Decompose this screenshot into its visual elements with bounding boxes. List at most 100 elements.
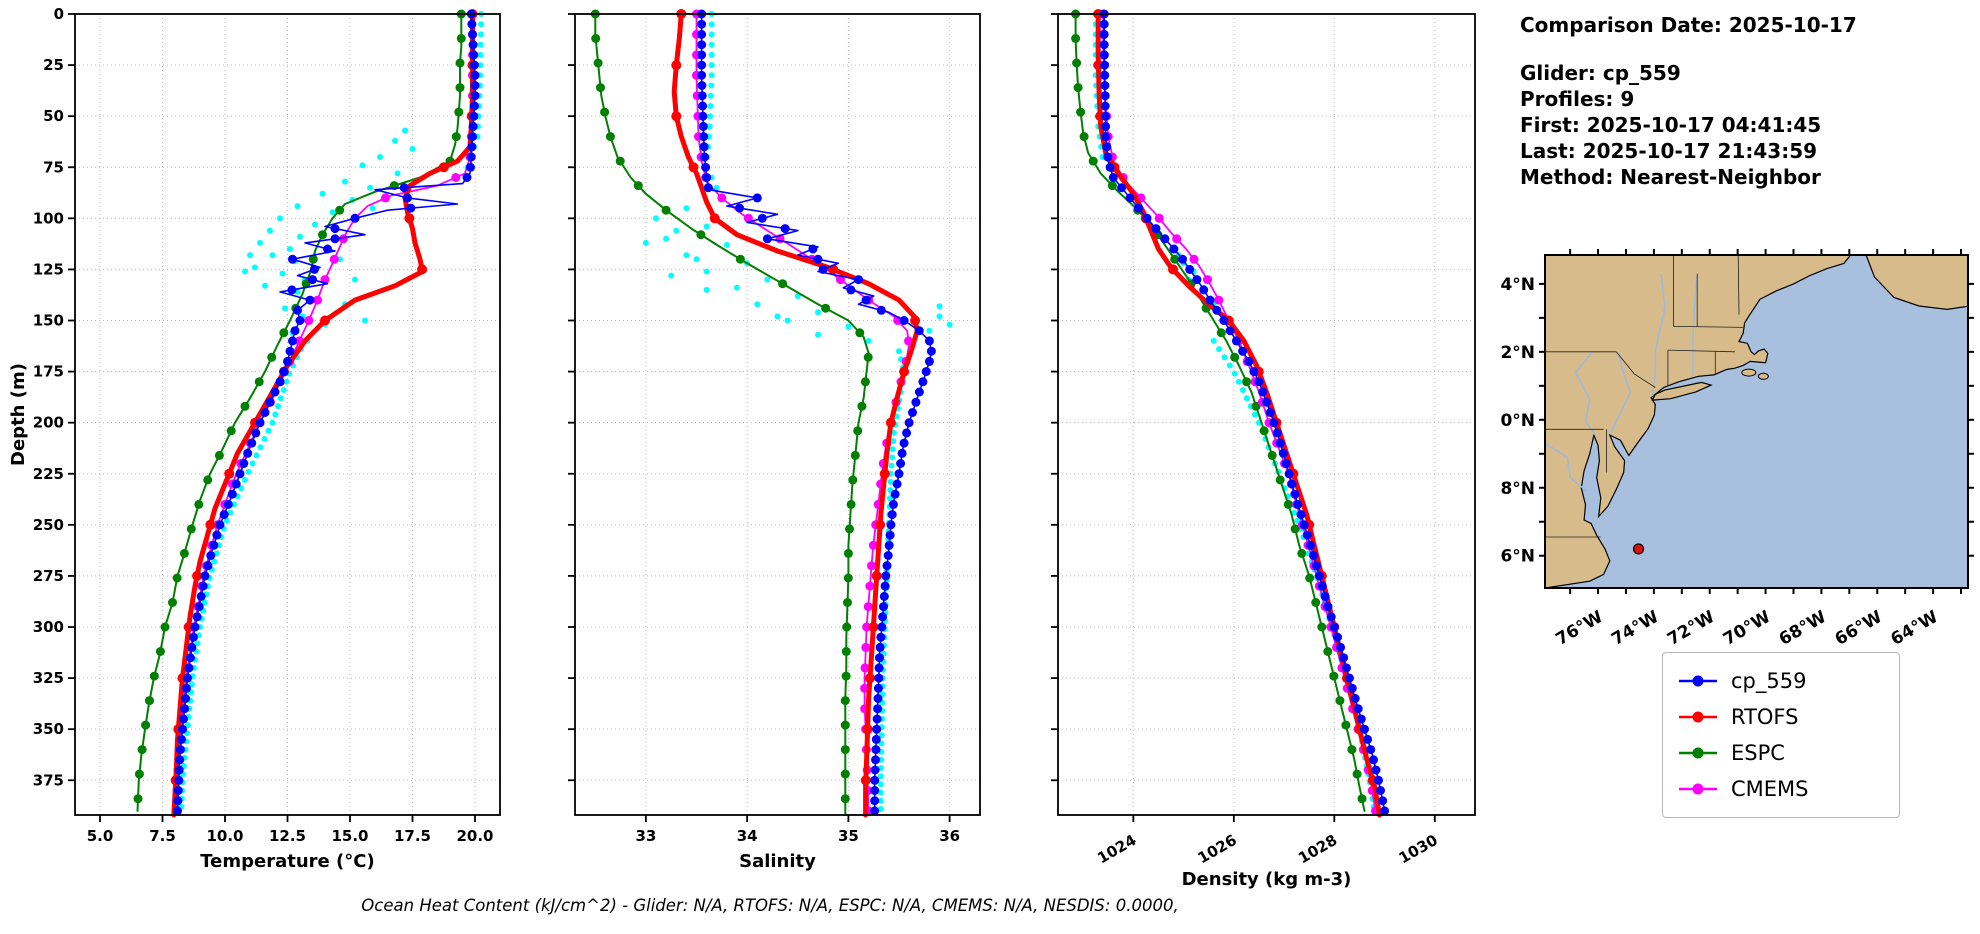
svg-text:38°N: 38°N: [1500, 479, 1535, 499]
glider-name-text: Glider: cp_559: [1520, 61, 1681, 85]
x-axis-label-density: Density (kg m-3): [1182, 869, 1352, 890]
river: [1651, 273, 1666, 397]
legend-item-CMEMS: CMEMS: [1677, 771, 1885, 807]
state-border: [1737, 255, 1740, 315]
series-temperature-RTOFS: [170, 9, 478, 818]
info-gap: [1520, 38, 1970, 60]
svg-text:225: 225: [33, 465, 64, 483]
chart-temperature: 5.0 7.5 10.0 12.5 15.0 17.5 20.0 0 25 50 75 100 125 1…: [33, 5, 501, 872]
y-axis-label-depth: Depth (m): [8, 363, 29, 466]
legend-item-RTOFS: RTOFS: [1677, 699, 1885, 735]
svg-text:1024: 1024: [1094, 831, 1139, 867]
river: [1545, 442, 1588, 492]
svg-text:10.0: 10.0: [206, 827, 243, 845]
svg-text:325: 325: [33, 669, 64, 687]
legend-label: RTOFS: [1731, 705, 1799, 729]
svg-text:350: 350: [33, 720, 64, 738]
svg-text:20.0: 20.0: [456, 827, 493, 845]
legend-marker-ESPC: [1679, 747, 1717, 759]
grid-temperature: [75, 13, 500, 815]
legend-label: CMEMS: [1731, 777, 1809, 801]
info-panel: Comparison Date: 2025-10-17 Glider: cp_5…: [1520, 12, 1970, 190]
river: [1574, 351, 1596, 436]
state-border: [1673, 326, 1744, 328]
legend-marker-CMEMS: [1679, 783, 1717, 795]
svg-text:36: 36: [939, 827, 960, 845]
svg-text:7.5: 7.5: [149, 827, 176, 845]
legend-item-ESPC: ESPC: [1677, 735, 1885, 771]
svg-text:40°N: 40°N: [1500, 411, 1535, 431]
grid-salinity: [575, 13, 980, 815]
profiles-count-text: Profiles: 9: [1520, 87, 1635, 111]
last-time-text: Last: 2025-10-17 21:43:59: [1520, 139, 1818, 163]
map-frame: [1544, 254, 1969, 589]
x-axis-label-temperature: Temperature (°C): [200, 851, 374, 872]
map-svg: 36°N 38°N 40°N 42°N 44°N 76°W74°W72°W70°W68°W…: [1489, 249, 1974, 650]
svg-text:100: 100: [33, 209, 64, 227]
series-salinity-ESPC: [590, 9, 873, 816]
svg-text:1030: 1030: [1396, 831, 1441, 867]
svg-text:275: 275: [33, 567, 64, 585]
first-time-text: First: 2025-10-17 04:41:45: [1520, 113, 1822, 137]
svg-text:150: 150: [33, 312, 64, 330]
series-density-ESPC: [1071, 9, 1367, 812]
legend: cp_559 RTOFS ESPC CMEMS: [1662, 652, 1900, 818]
svg-text:36°N: 36°N: [1500, 547, 1535, 567]
svg-text:75: 75: [43, 158, 64, 176]
series-salinity-cp_559: [697, 9, 936, 816]
svg-text:175: 175: [33, 363, 64, 381]
land-mainland: [1545, 255, 1852, 588]
svg-text:70°W: 70°W: [1720, 607, 1774, 650]
map-inset: 36°N 38°N 40°N 42°N 44°N 76°W74°W72°W70°W68°W…: [1489, 245, 1980, 665]
svg-text:66°W: 66°W: [1832, 607, 1886, 650]
island: [1741, 368, 1757, 377]
series-temperature-cp_559: [173, 9, 480, 816]
svg-text:5.0: 5.0: [87, 827, 114, 845]
series-temperature-glider-scatter-cloud: [242, 127, 416, 344]
y-ticks-temperature: 0 25 50 75 100 125 150 175 200 225 250 275 300 325 350…: [33, 5, 75, 789]
comparison-date-text: Comparison Date: 2025-10-17: [1520, 13, 1857, 37]
glider-position-marker: [1632, 543, 1645, 555]
svg-text:44°N: 44°N: [1500, 275, 1535, 295]
legend-marker-RTOFS: [1679, 711, 1717, 723]
svg-text:34: 34: [737, 827, 758, 845]
svg-text:375: 375: [33, 771, 64, 789]
svg-text:33: 33: [635, 827, 656, 845]
series-density-cp_559: [1099, 9, 1390, 816]
y-ticks-salinity: [568, 13, 575, 782]
state-border: [1667, 349, 1735, 353]
state-border: [1615, 351, 1656, 388]
map-content: [1545, 255, 1968, 588]
svg-text:50: 50: [43, 107, 64, 125]
chart-density: 1024 1026 1028 1030 Density (kg m-3): [1051, 9, 1476, 890]
svg-text:15.0: 15.0: [331, 827, 368, 845]
y-ticks-density: [1051, 13, 1058, 782]
land-nova-scotia: [1865, 255, 1968, 311]
island: [1757, 372, 1769, 380]
legend-label: ESPC: [1731, 741, 1785, 765]
svg-text:64°W: 64°W: [1887, 607, 1941, 650]
svg-text:200: 200: [33, 414, 64, 432]
series-density-RTOFS: [1093, 9, 1382, 818]
series-temperature-ESPC: [133, 9, 466, 812]
svg-text:125: 125: [33, 260, 64, 278]
river: [1609, 351, 1632, 434]
svg-text:68°W: 68°W: [1776, 607, 1830, 650]
svg-text:1026: 1026: [1195, 831, 1240, 867]
svg-text:35: 35: [838, 827, 859, 845]
chart-salinity: 33 34 35 36 Salinity: [568, 9, 981, 872]
land-long-island: [1651, 381, 1713, 401]
x-ticks-salinity: 33 34 35 36: [635, 815, 960, 845]
legend-item-cp_559: cp_559: [1677, 663, 1885, 699]
svg-text:1028: 1028: [1295, 831, 1340, 867]
svg-text:300: 300: [33, 618, 64, 636]
legend-marker-cp_559: [1679, 675, 1717, 687]
method-text: Method: Nearest-Neighbor: [1520, 165, 1821, 189]
river: [1692, 273, 1698, 376]
svg-text:25: 25: [43, 56, 64, 74]
svg-text:42°N: 42°N: [1500, 343, 1535, 363]
plot-frame-salinity: [574, 13, 981, 816]
x-ticks-density: 1024 1026 1028 1030: [1094, 815, 1441, 867]
series-density-glider-scatter-deep: [1210, 337, 1377, 810]
